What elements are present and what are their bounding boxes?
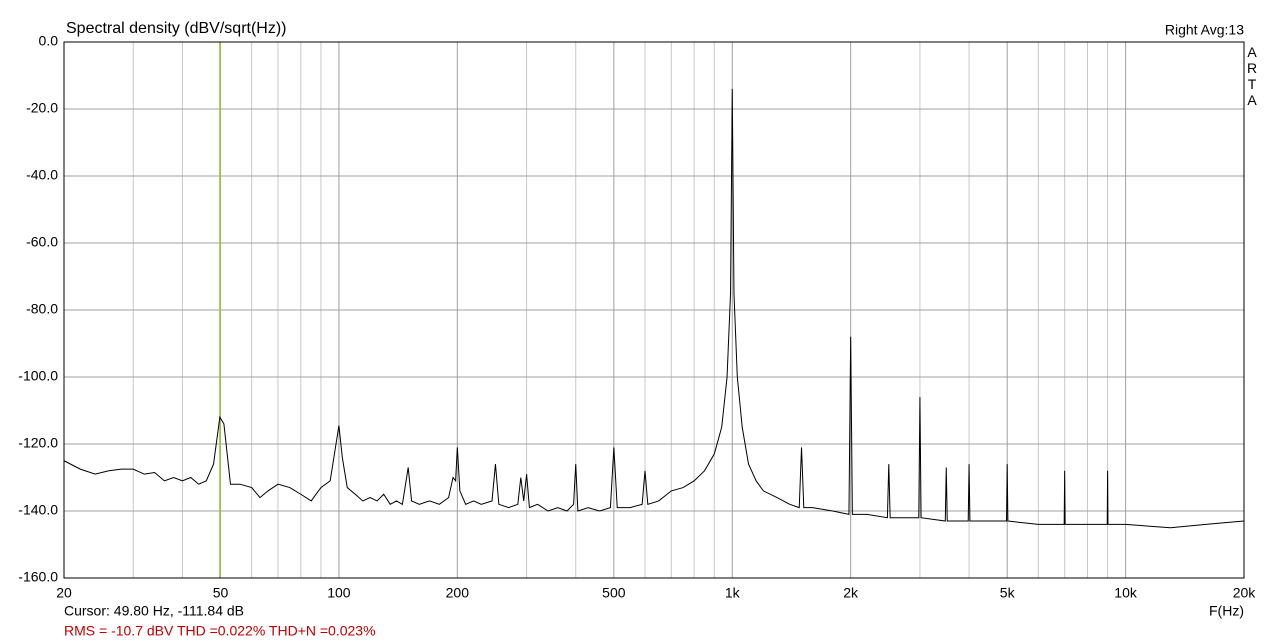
y-tick-label: -140.0: [18, 502, 58, 518]
y-tick-label: 0.0: [39, 33, 59, 49]
top-right-label: Right Avg:13: [1165, 22, 1244, 38]
side-label: ARTA: [1244, 44, 1260, 108]
x-tick-label: 20k: [1233, 585, 1257, 601]
x-tick-label: 2k: [843, 585, 859, 601]
x-tick-label: 200: [446, 585, 470, 601]
chart-title: Spectral density (dBV/sqrt(Hz)): [66, 20, 287, 37]
spectrum-line: [63, 88, 1245, 529]
y-tick-label: -80.0: [26, 301, 58, 317]
y-tick-label: -40.0: [26, 167, 58, 183]
cursor-label: Cursor: 49.80 Hz, -111.84 dB: [64, 603, 244, 619]
x-tick-label: 100: [327, 585, 351, 601]
y-tick-label: -20.0: [26, 100, 58, 116]
x-tick-label: 50: [213, 585, 229, 601]
x-tick-label: 10k: [1114, 585, 1138, 601]
x-axis-label: F(Hz): [1209, 603, 1244, 619]
plot-frame: [63, 41, 1245, 579]
x-tick-label: 1k: [725, 585, 741, 601]
y-tick-label: -160.0: [18, 569, 58, 585]
y-tick-label: -100.0: [18, 368, 58, 384]
y-tick-label: -60.0: [26, 234, 58, 250]
y-tick-label: -120.0: [18, 435, 58, 451]
summary: RMS = -10.7 dBV THD =0.022% THD+N =0.023…: [64, 623, 376, 639]
x-tick-label: 5k: [1000, 585, 1016, 601]
x-tick-label: 500: [602, 585, 626, 601]
x-tick-label: 20: [56, 585, 72, 601]
